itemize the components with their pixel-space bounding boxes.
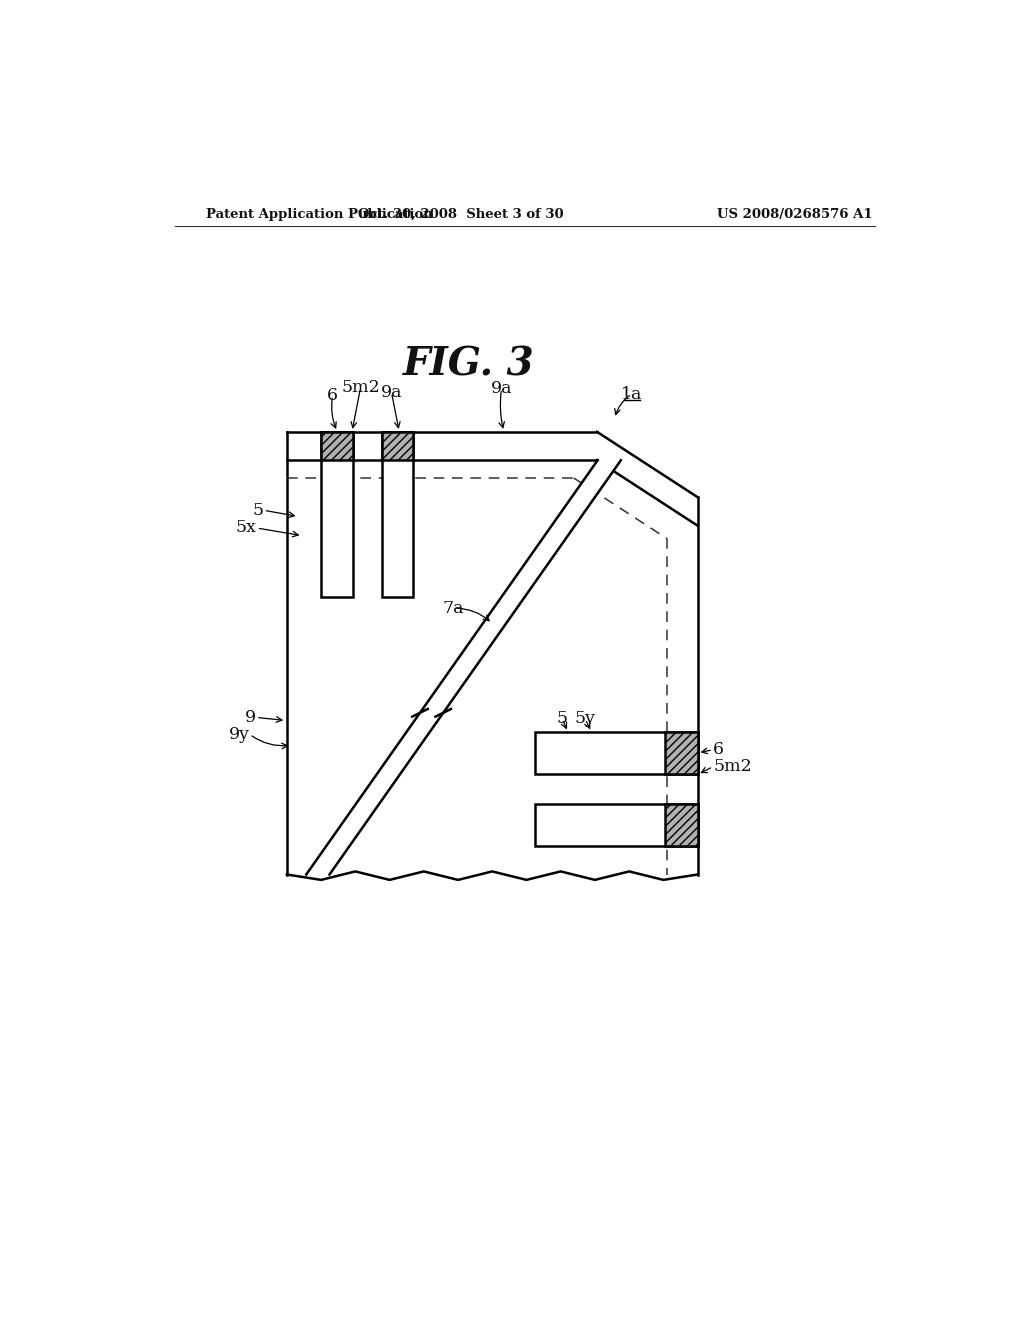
Text: 9a: 9a — [381, 384, 402, 401]
Bar — [382, 432, 414, 461]
Text: 6: 6 — [713, 742, 724, 758]
Text: 9y: 9y — [228, 726, 250, 743]
Polygon shape — [306, 461, 621, 875]
Text: FIG. 3: FIG. 3 — [403, 346, 535, 384]
Text: Patent Application Publication: Patent Application Publication — [206, 209, 432, 222]
Bar — [535, 804, 697, 846]
Text: Oct. 30, 2008  Sheet 3 of 30: Oct. 30, 2008 Sheet 3 of 30 — [358, 209, 564, 222]
Bar — [535, 733, 697, 775]
Text: 6: 6 — [327, 387, 338, 404]
Text: 5m2: 5m2 — [341, 379, 380, 396]
Bar — [382, 432, 414, 598]
Bar — [665, 804, 697, 846]
Text: 1a: 1a — [622, 385, 642, 403]
Bar — [321, 432, 352, 461]
Bar — [665, 733, 697, 775]
Text: 5: 5 — [556, 710, 567, 727]
Text: 5: 5 — [253, 502, 263, 519]
Text: 5y: 5y — [574, 710, 596, 727]
Bar — [321, 432, 352, 598]
Text: 9: 9 — [245, 709, 256, 726]
Text: 5x: 5x — [236, 520, 257, 536]
Text: 7a: 7a — [442, 599, 464, 616]
Text: US 2008/0268576 A1: US 2008/0268576 A1 — [717, 209, 872, 222]
Text: 5m2: 5m2 — [713, 758, 752, 775]
Text: 9a: 9a — [490, 380, 512, 397]
